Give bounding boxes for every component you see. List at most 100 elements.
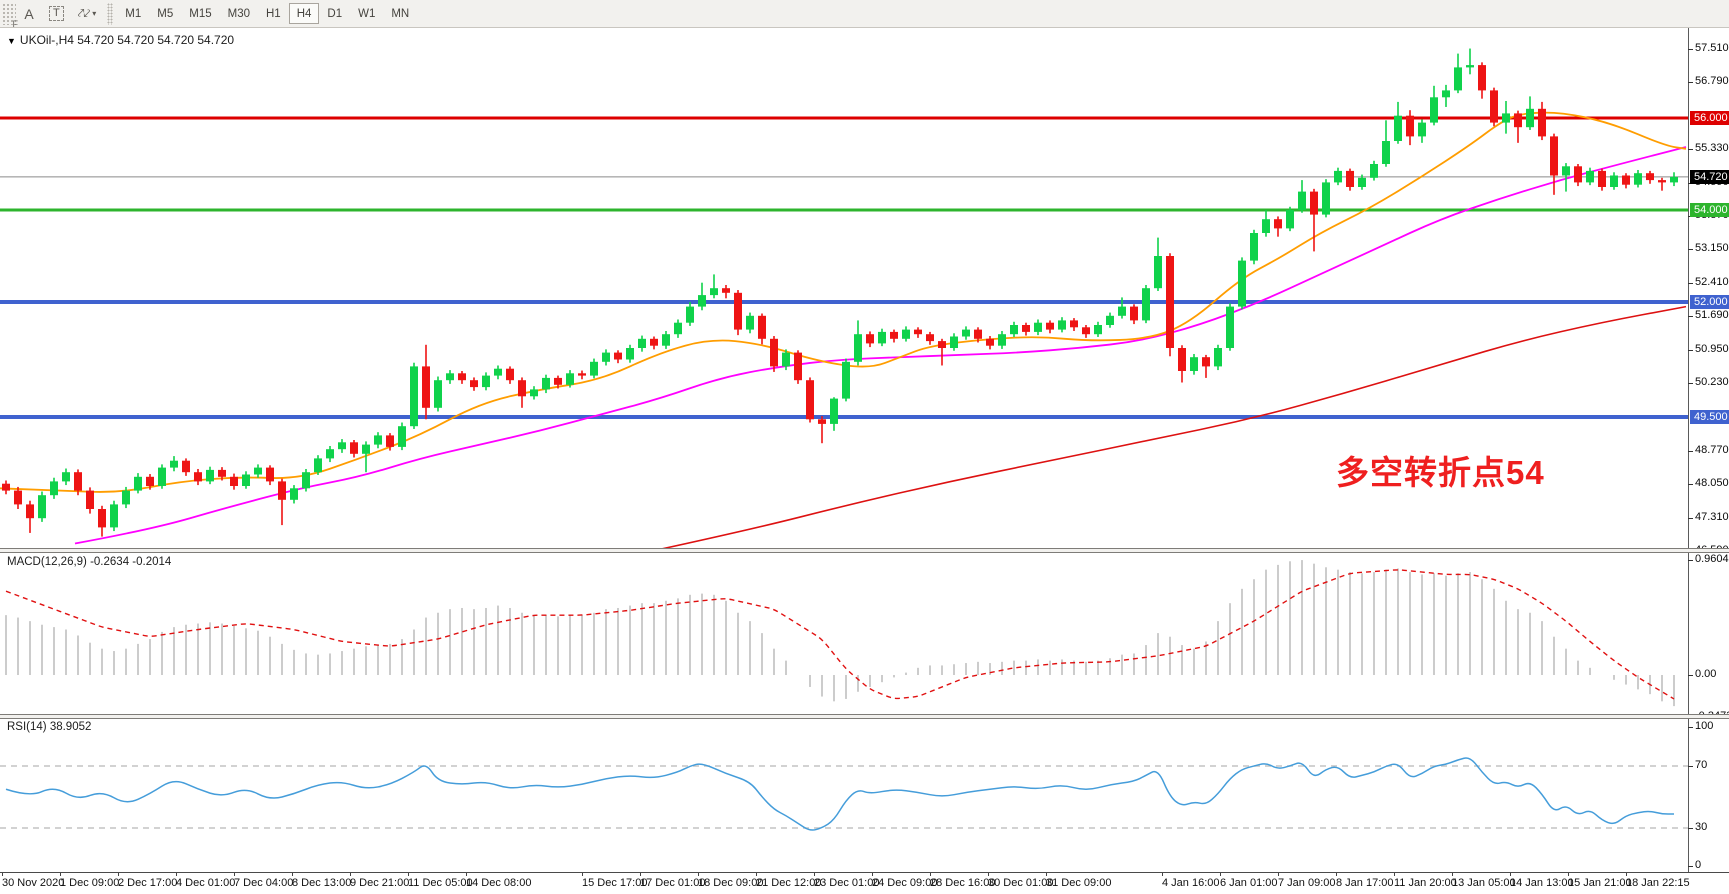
candle	[554, 377, 562, 385]
candle	[1154, 256, 1162, 289]
price-tick-label: 50.230	[1695, 376, 1729, 389]
candle	[242, 474, 250, 486]
axis-tick	[1688, 517, 1693, 519]
letter-a-icon: A	[24, 5, 34, 22]
price-tick-label: 48.050	[1695, 476, 1729, 489]
candle	[1550, 136, 1558, 176]
main-chart-canvas[interactable]	[0, 28, 1729, 552]
date-label: 28 Dec 16:00	[930, 877, 996, 889]
axis-tick	[1688, 483, 1693, 485]
timeframe-button-m5[interactable]: M5	[157, 7, 174, 20]
date-label: 8 Dec 13:00	[292, 877, 352, 889]
toolbar: F A T ⤤⤦ ▾ M1 M5 M15 M30 H1 H4 D1 W1 MN	[0, 0, 1729, 29]
candle	[146, 476, 154, 486]
date-tick	[1162, 873, 1163, 876]
cursor-tool-dropdown-button[interactable]: ⤤⤦ ▾	[71, 3, 104, 25]
timeframe-button-m15[interactable]: M15	[189, 7, 212, 20]
rsi-canvas[interactable]	[0, 719, 1729, 872]
date-tick	[756, 873, 757, 876]
macd-axis-label: 0.9604	[1695, 553, 1729, 566]
axis-tick	[1688, 383, 1693, 385]
candle	[1418, 122, 1426, 137]
axis-tick	[1688, 249, 1693, 251]
timeframe-button-h4[interactable]: H4	[288, 3, 320, 24]
candle	[746, 315, 754, 330]
date-label: 15 Jan 21:00	[1568, 877, 1632, 889]
panel-divider-rsi[interactable]	[0, 714, 1729, 719]
candle	[254, 467, 262, 475]
candle	[470, 380, 478, 388]
text-box-tool-button[interactable]: T	[42, 3, 71, 25]
candle	[134, 476, 142, 491]
timeframe-button-m30[interactable]: M30	[227, 7, 250, 20]
text-label-tool-button[interactable]: A	[16, 3, 42, 25]
date-tick	[1568, 873, 1569, 876]
date-label: 13 Jan 05:00	[1452, 877, 1516, 889]
date-tick	[176, 873, 177, 876]
candle	[266, 467, 274, 482]
date-tick	[640, 873, 641, 876]
candle	[1454, 67, 1462, 91]
timeframe-button-m1[interactable]: M1	[125, 7, 142, 20]
candle	[314, 458, 322, 473]
timeframe-button-mn[interactable]: MN	[391, 7, 410, 20]
timeframe-button-w1[interactable]: W1	[358, 7, 376, 20]
candle	[1658, 180, 1666, 183]
date-label: 4 Dec 01:00	[176, 877, 236, 889]
price-tick-label: 48.770	[1695, 443, 1729, 456]
candle	[542, 377, 550, 390]
axis-tick	[1688, 148, 1693, 150]
candle	[1634, 173, 1642, 185]
candle	[194, 472, 202, 482]
candle	[938, 341, 946, 348]
candle	[974, 329, 982, 339]
ma-line-red_slow	[654, 305, 1687, 552]
candle	[950, 336, 958, 348]
price-tick-label: 57.510	[1695, 41, 1729, 54]
candle	[1574, 166, 1582, 183]
candle	[914, 329, 922, 335]
price-tick-label: 52.410	[1695, 276, 1729, 289]
axis-tick	[1688, 450, 1693, 452]
macd-signal-line	[5, 569, 1675, 700]
candle	[1670, 176, 1678, 183]
axis-tick	[1688, 675, 1693, 676]
date-axis[interactable]: 30 Nov 2020 1 Dec 09:00 2 Dec 17:00 4 Dec 0…	[0, 872, 1729, 894]
candle	[338, 442, 346, 450]
date-label: 18 Dec 09:00	[698, 877, 764, 889]
candle	[806, 380, 814, 420]
candle	[422, 366, 430, 408]
macd-panel[interactable]	[0, 553, 1729, 717]
ma-line-magenta_mid	[74, 146, 1687, 545]
candle	[1094, 325, 1102, 335]
candle	[1538, 108, 1546, 137]
candle	[1586, 170, 1594, 183]
toolbar-grip[interactable]: F	[2, 2, 18, 29]
candle	[602, 352, 610, 362]
rsi-panel[interactable]	[0, 719, 1729, 872]
date-tick	[698, 873, 699, 876]
candle	[2, 483, 10, 491]
timeframe-button-d1[interactable]: D1	[327, 7, 343, 20]
date-tick	[872, 873, 873, 876]
rsi-axis-label: 100	[1695, 720, 1714, 732]
candle	[614, 352, 622, 360]
candle	[1022, 325, 1030, 332]
candle	[218, 469, 226, 477]
date-tick	[1336, 873, 1337, 876]
candle	[662, 334, 670, 346]
candle	[530, 389, 538, 397]
candle	[1490, 90, 1498, 123]
price-tick-label: 51.690	[1695, 309, 1729, 322]
date-label: 1 Dec 09:00	[60, 877, 120, 889]
candle	[170, 460, 178, 468]
macd-canvas[interactable]	[0, 553, 1729, 717]
candle	[1358, 177, 1366, 187]
date-tick	[234, 873, 235, 876]
main-chart-panel[interactable]	[0, 28, 1729, 552]
panel-divider-macd[interactable]	[0, 548, 1729, 553]
price-tick-label: 55.330	[1695, 141, 1729, 154]
candle	[1034, 322, 1042, 332]
candle	[770, 338, 778, 367]
timeframe-button-h1[interactable]: H1	[265, 7, 281, 20]
